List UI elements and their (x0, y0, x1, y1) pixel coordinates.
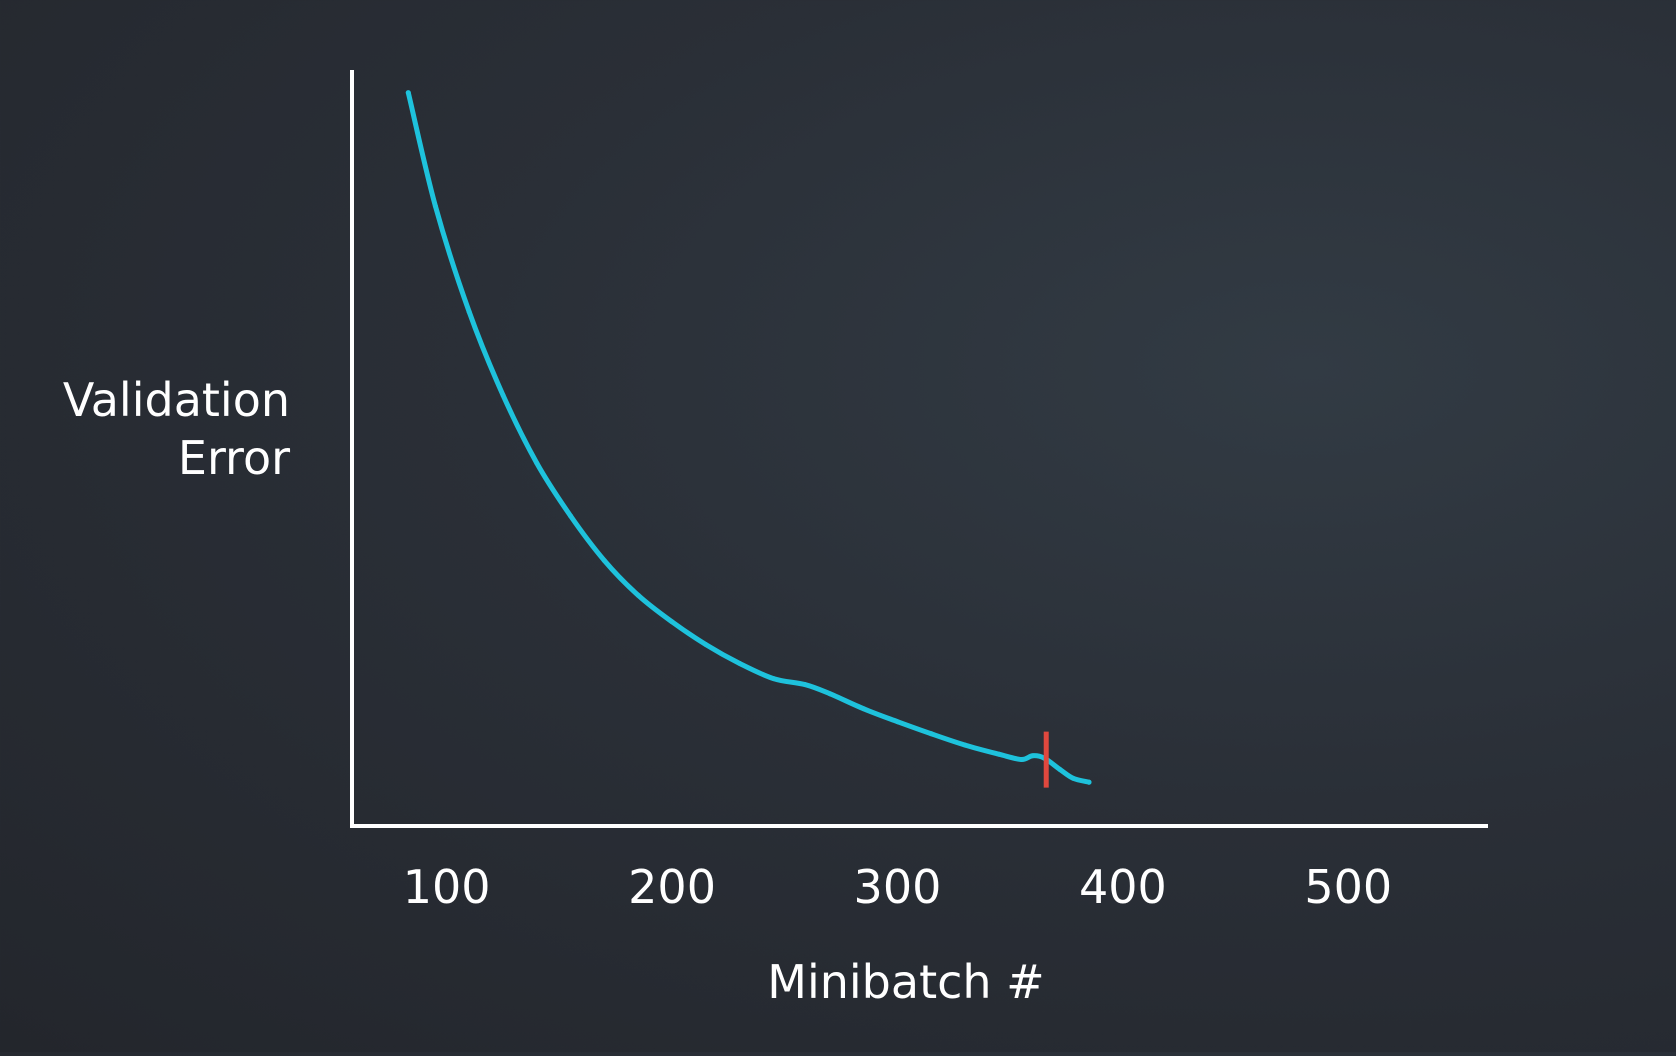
series-point-23 (1070, 775, 1076, 781)
x-tick-label-500: 500 (1304, 860, 1392, 914)
series-point-8 (669, 619, 675, 625)
series-point-15 (895, 719, 900, 725)
series-point-11 (771, 676, 776, 682)
series-point-24 (1086, 779, 1092, 785)
series-point-13 (827, 691, 833, 697)
series-point-3 (500, 392, 506, 398)
series-point-1 (432, 203, 438, 209)
x-tick-label-400: 400 (1079, 860, 1167, 914)
x-tick-label-200: 200 (628, 860, 716, 914)
series-point-22 (1057, 766, 1063, 772)
series-point-10 (737, 661, 743, 666)
series-point-5 (568, 513, 574, 519)
series-point-9 (703, 642, 709, 648)
series-point-12 (802, 682, 808, 688)
x-tick-label-100: 100 (403, 860, 491, 914)
series-point-2 (466, 309, 472, 315)
series-point-4 (534, 460, 540, 466)
y-axis-label-line-2: Error (178, 431, 290, 485)
x-axis-label: Minibatch # (767, 955, 1044, 1009)
series-point-7 (635, 592, 641, 598)
x-tick-labels: 100 200 300 400 500 (403, 860, 1392, 914)
y-axis-label-line-1: Validation (63, 373, 290, 427)
series-point-17 (962, 742, 968, 748)
series-point-19 (1018, 757, 1024, 762)
series-point-6 (601, 558, 607, 564)
series-point-20 (1030, 753, 1036, 759)
series-point-18 (996, 751, 1002, 757)
series-point-14 (861, 706, 867, 712)
series-point-16 (928, 731, 934, 737)
x-tick-label-300: 300 (854, 860, 942, 914)
series-layer (405, 90, 1092, 785)
series-point-0 (405, 90, 411, 96)
series-line-0 (405, 90, 1092, 785)
